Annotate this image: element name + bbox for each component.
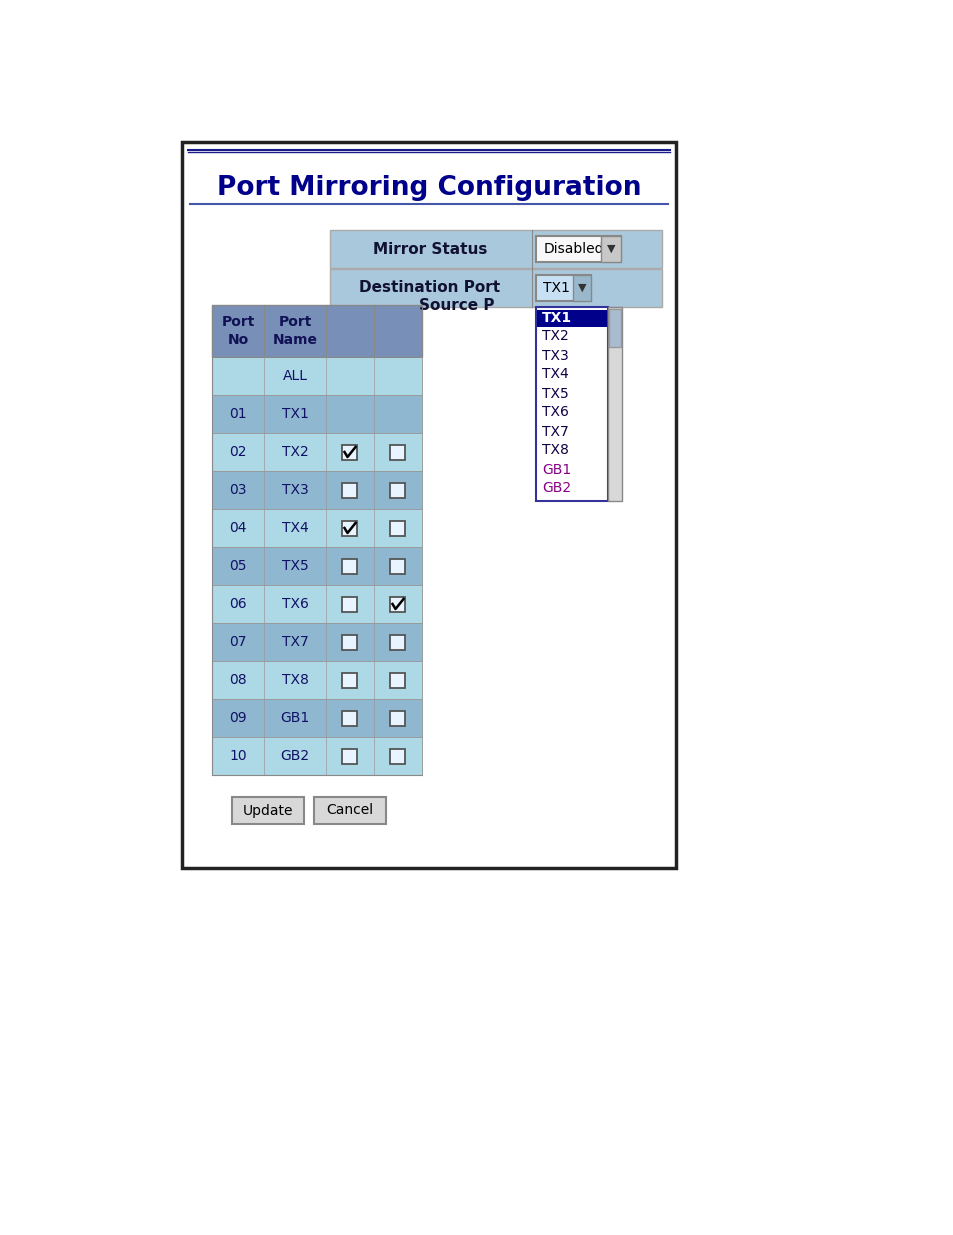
Text: GB1: GB1 (541, 462, 571, 477)
Bar (537, 310, 606, 327)
Bar (212, 737, 421, 776)
Bar (212, 661, 421, 699)
Text: TX1: TX1 (541, 310, 572, 325)
Text: Disabled: Disabled (543, 242, 604, 256)
Bar (212, 585, 421, 622)
Text: Port
Name: Port Name (273, 315, 317, 347)
Bar (342, 597, 357, 611)
Bar (608, 309, 620, 347)
Bar (390, 483, 405, 498)
Text: 03: 03 (229, 483, 247, 496)
Bar (390, 748, 405, 763)
Text: GB1: GB1 (280, 711, 310, 725)
Text: 04: 04 (229, 521, 247, 535)
Bar (212, 622, 421, 661)
Bar (232, 797, 304, 824)
Bar (342, 483, 357, 498)
Text: TX4: TX4 (281, 521, 308, 535)
Text: TX1: TX1 (281, 408, 308, 421)
Bar (342, 520, 357, 536)
Text: Update: Update (242, 804, 293, 818)
Bar (342, 710, 357, 725)
Bar (212, 357, 421, 395)
Text: TX2: TX2 (281, 445, 308, 459)
Text: ▼: ▼ (606, 245, 615, 254)
Text: Cancel: Cancel (326, 804, 374, 818)
Bar (607, 308, 621, 501)
Bar (536, 275, 590, 301)
Bar (536, 308, 607, 501)
Text: Destination Port: Destination Port (359, 280, 500, 295)
Text: TX3: TX3 (281, 483, 308, 496)
Text: TX2: TX2 (541, 330, 568, 343)
Text: ALL: ALL (282, 369, 307, 383)
Text: GB2: GB2 (280, 748, 309, 763)
Bar (212, 395, 421, 433)
Text: 05: 05 (229, 559, 247, 573)
Bar (182, 142, 676, 868)
Text: Port Mirroring Configuration: Port Mirroring Configuration (216, 175, 640, 201)
Bar (212, 433, 421, 471)
Text: TX1: TX1 (542, 282, 569, 295)
Bar (390, 635, 405, 650)
Bar (330, 230, 661, 268)
Bar (212, 699, 421, 737)
Text: Source P: Source P (419, 298, 495, 312)
Bar (573, 275, 590, 301)
Text: TX5: TX5 (541, 387, 568, 400)
Bar (212, 509, 421, 547)
Text: TX6: TX6 (541, 405, 568, 420)
Bar (390, 673, 405, 688)
Text: TX8: TX8 (281, 673, 308, 687)
Bar (390, 597, 405, 611)
Bar (342, 558, 357, 573)
Text: 01: 01 (229, 408, 247, 421)
Bar (390, 520, 405, 536)
Bar (342, 445, 357, 459)
Bar (330, 269, 661, 308)
Text: 02: 02 (229, 445, 247, 459)
Bar (342, 673, 357, 688)
Text: TX7: TX7 (541, 425, 568, 438)
Text: TX4: TX4 (541, 368, 568, 382)
Text: Port
No: Port No (221, 315, 254, 347)
Text: ▼: ▼ (578, 283, 586, 293)
Text: GB2: GB2 (541, 482, 571, 495)
Bar (342, 635, 357, 650)
Text: 10: 10 (229, 748, 247, 763)
Text: 06: 06 (229, 597, 247, 611)
Text: TX6: TX6 (281, 597, 308, 611)
Bar (212, 471, 421, 509)
Text: 07: 07 (229, 635, 247, 650)
Text: TX8: TX8 (541, 443, 568, 457)
Bar (536, 236, 620, 262)
Text: 09: 09 (229, 711, 247, 725)
Bar (342, 748, 357, 763)
Bar (212, 547, 421, 585)
Bar (212, 305, 421, 357)
Bar (390, 445, 405, 459)
Text: TX3: TX3 (541, 348, 568, 363)
Text: TX7: TX7 (281, 635, 308, 650)
Text: TX5: TX5 (281, 559, 308, 573)
Bar (600, 236, 620, 262)
Bar (390, 710, 405, 725)
Bar (314, 797, 386, 824)
Text: Mirror Status: Mirror Status (373, 242, 487, 257)
Text: 08: 08 (229, 673, 247, 687)
Bar (390, 558, 405, 573)
